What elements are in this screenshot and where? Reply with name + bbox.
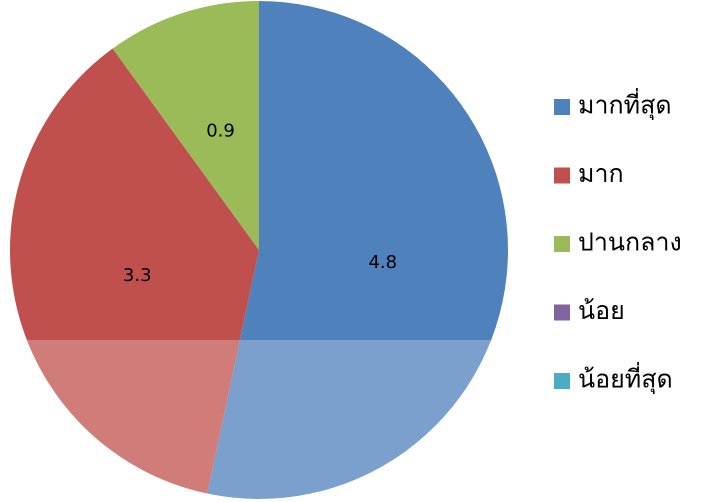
pie-slice <box>112 0 259 250</box>
data-label: 0.9 <box>206 121 235 142</box>
legend-swatch <box>554 373 570 389</box>
legend-swatch <box>554 236 570 252</box>
data-label: 4.8 <box>368 252 397 273</box>
pie-slice <box>10 48 259 494</box>
pie-slice <box>207 1 509 500</box>
legend-swatch <box>554 304 570 321</box>
legend-label: น้อยที่สุด <box>578 362 673 395</box>
pie <box>10 0 509 500</box>
legend-label: มาก <box>578 159 624 188</box>
legend-label: มากที่สุด <box>578 88 672 121</box>
legend-swatch <box>554 99 570 115</box>
legend-label: ปานกลาง <box>578 228 682 257</box>
watermark-overlay <box>0 340 520 502</box>
data-label: 3.3 <box>123 265 152 286</box>
legend-swatch <box>554 167 570 184</box>
legend-label: น้อย <box>578 296 625 325</box>
